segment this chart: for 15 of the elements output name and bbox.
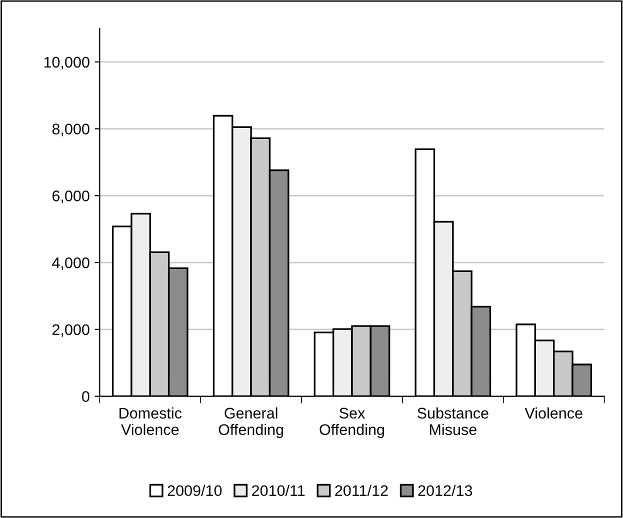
y-tick-label: 10,000 bbox=[44, 56, 90, 70]
legend-label: 2011/12 bbox=[335, 484, 388, 496]
y-tick-label: 0 bbox=[82, 391, 90, 402]
x-tick-label: General Offending bbox=[218, 407, 284, 438]
x-tick-label: Substance Misuse bbox=[418, 407, 488, 436]
x-tick-label: Sex Offending bbox=[320, 408, 384, 438]
legend-label: 2009/10 bbox=[168, 484, 222, 496]
y-tick-label: 6,000 bbox=[52, 190, 90, 204]
y-tick-label: 4,000 bbox=[52, 257, 90, 270]
legend-label: 2010/11 bbox=[252, 484, 305, 496]
y-tick-label: 8,000 bbox=[52, 124, 90, 136]
x-tick-label: Violence bbox=[524, 407, 582, 419]
x-tick-label: Domestic Violence bbox=[120, 407, 182, 436]
y-tick-label: 2,000 bbox=[52, 324, 90, 337]
legend-label: 2012/13 bbox=[418, 484, 472, 496]
